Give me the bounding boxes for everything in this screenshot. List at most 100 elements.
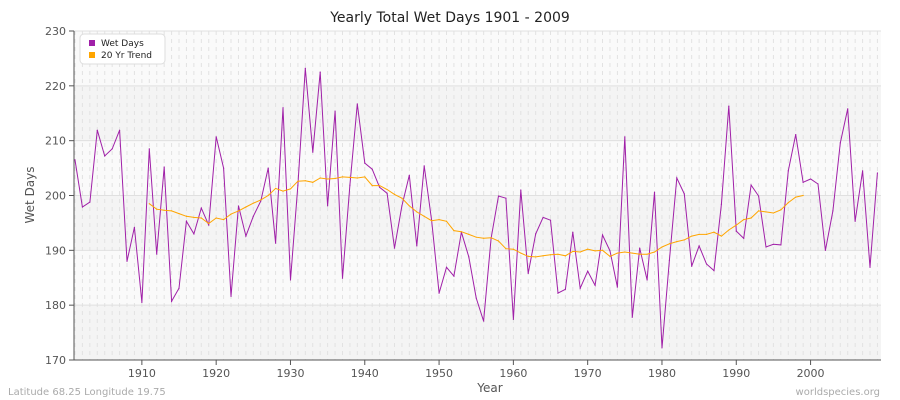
wet-days-point <box>653 191 656 193</box>
trend-point <box>349 176 351 179</box>
trend-point <box>178 212 180 215</box>
wet-days-point <box>386 192 388 194</box>
legend-swatch-wet-days <box>89 40 95 46</box>
trend-point <box>267 194 269 197</box>
wet-days-point <box>527 272 529 274</box>
x-tick-label: 1920 <box>202 367 230 380</box>
y-tick-label: 230 <box>45 25 66 38</box>
trend-point <box>156 208 158 210</box>
trend-point <box>601 249 604 251</box>
wet-days-point <box>215 136 217 138</box>
wet-days-point <box>200 207 202 209</box>
wet-days-point <box>847 108 849 110</box>
trend-point <box>393 193 396 196</box>
x-tick-label: 2000 <box>797 367 825 380</box>
wet-days-point <box>260 200 262 202</box>
wet-days-point <box>104 155 106 157</box>
trend-point <box>631 252 633 254</box>
wet-days-point <box>564 288 566 290</box>
trend-point <box>260 199 262 201</box>
trend-point <box>475 236 477 238</box>
x-tick-label: 1930 <box>276 367 304 380</box>
trend-point <box>460 231 462 233</box>
footer-source: worldspecies.org <box>796 387 880 398</box>
x-tick-label: 1950 <box>425 367 453 380</box>
trend-point <box>676 240 678 243</box>
x-tick-label: 1990 <box>722 367 750 380</box>
trend-point <box>772 212 775 214</box>
trend-point <box>341 176 344 178</box>
wet-days-point <box>594 284 596 287</box>
trend-point <box>795 196 797 198</box>
x-tick-label: 1960 <box>499 367 527 380</box>
trend-point <box>312 181 314 183</box>
wet-days-point <box>713 270 715 272</box>
trend-point <box>208 222 210 225</box>
trend-point <box>438 219 440 221</box>
wet-days-point <box>445 266 448 268</box>
footer-location: Latitude 68.25 Longitude 19.75 <box>8 387 166 398</box>
trend-point <box>304 180 306 182</box>
wet-days-point <box>683 193 685 195</box>
wet-days-point <box>869 266 871 268</box>
trend-point <box>148 203 150 205</box>
wet-days-point <box>750 184 752 186</box>
x-axis-label: Year <box>476 381 502 395</box>
wet-days-point <box>572 231 574 233</box>
trend-point <box>765 211 767 213</box>
wet-days-point <box>728 105 730 107</box>
trend-point <box>743 219 745 221</box>
wet-days-point <box>379 186 381 188</box>
wet-days-point <box>557 292 559 294</box>
trend-point <box>587 248 589 250</box>
wet-days-point <box>118 129 121 131</box>
wet-days-point <box>126 260 128 262</box>
trend-point <box>549 254 552 256</box>
grid-band <box>74 31 881 86</box>
wet-days-point <box>631 316 633 318</box>
trend-point <box>215 217 217 219</box>
trend-point <box>653 251 656 253</box>
x-tick-label: 1980 <box>648 367 676 380</box>
legend-label-wet-days: Wet Days <box>101 39 144 49</box>
trend-point <box>661 246 663 248</box>
trend-point <box>401 197 403 199</box>
legend-box <box>79 33 166 65</box>
trend-point <box>572 250 574 253</box>
trend-point <box>490 237 492 239</box>
wet-days-point <box>170 300 173 302</box>
wet-days-point <box>609 250 611 252</box>
trend-point <box>594 250 596 252</box>
wet-days-point <box>252 215 254 217</box>
wet-days-point <box>81 206 84 208</box>
x-axis-ticks: 1910 1920 1930 1940 1950 1960 1970 1980 1990 2000 <box>128 360 825 380</box>
trend-point <box>705 233 708 236</box>
wet-days-point <box>401 205 403 207</box>
trend-point <box>416 211 418 213</box>
wet-days-point <box>111 148 113 150</box>
trend-point <box>431 220 433 222</box>
wet-days-point <box>327 205 329 207</box>
y-tick-label: 220 <box>45 80 66 93</box>
trend-point <box>802 194 804 197</box>
trend-point <box>780 209 782 211</box>
wet-days-point <box>208 224 210 226</box>
wet-days-point <box>371 168 373 170</box>
trend-point <box>757 210 760 212</box>
wet-days-point <box>156 253 158 255</box>
wet-days-point <box>601 234 604 236</box>
wet-days-point <box>646 279 648 281</box>
trend-point <box>542 255 544 257</box>
wet-days-point <box>185 220 188 222</box>
wet-days-point <box>802 181 804 183</box>
wet-days-point <box>691 265 693 267</box>
wet-days-point <box>624 136 626 138</box>
wet-days-point <box>133 226 136 228</box>
trend-point <box>646 253 648 255</box>
wet-days-point <box>334 110 336 112</box>
trend-point <box>483 237 485 239</box>
wet-days-point <box>824 249 827 251</box>
wet-days-point <box>542 216 544 219</box>
trend-point <box>624 251 626 253</box>
